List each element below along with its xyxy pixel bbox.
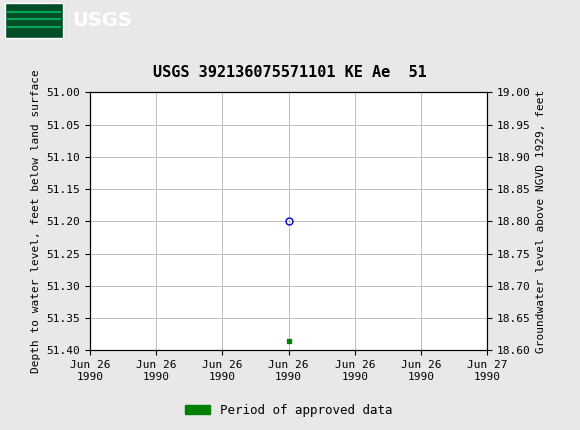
- Text: USGS 392136075571101 KE Ae  51: USGS 392136075571101 KE Ae 51: [153, 65, 427, 80]
- Legend: Period of approved data: Period of approved data: [180, 399, 397, 421]
- Y-axis label: Groundwater level above NGVD 1929, feet: Groundwater level above NGVD 1929, feet: [536, 90, 546, 353]
- Bar: [5, 3, 63, 37]
- Text: USGS: USGS: [72, 11, 132, 30]
- Y-axis label: Depth to water level, feet below land surface: Depth to water level, feet below land su…: [31, 70, 41, 373]
